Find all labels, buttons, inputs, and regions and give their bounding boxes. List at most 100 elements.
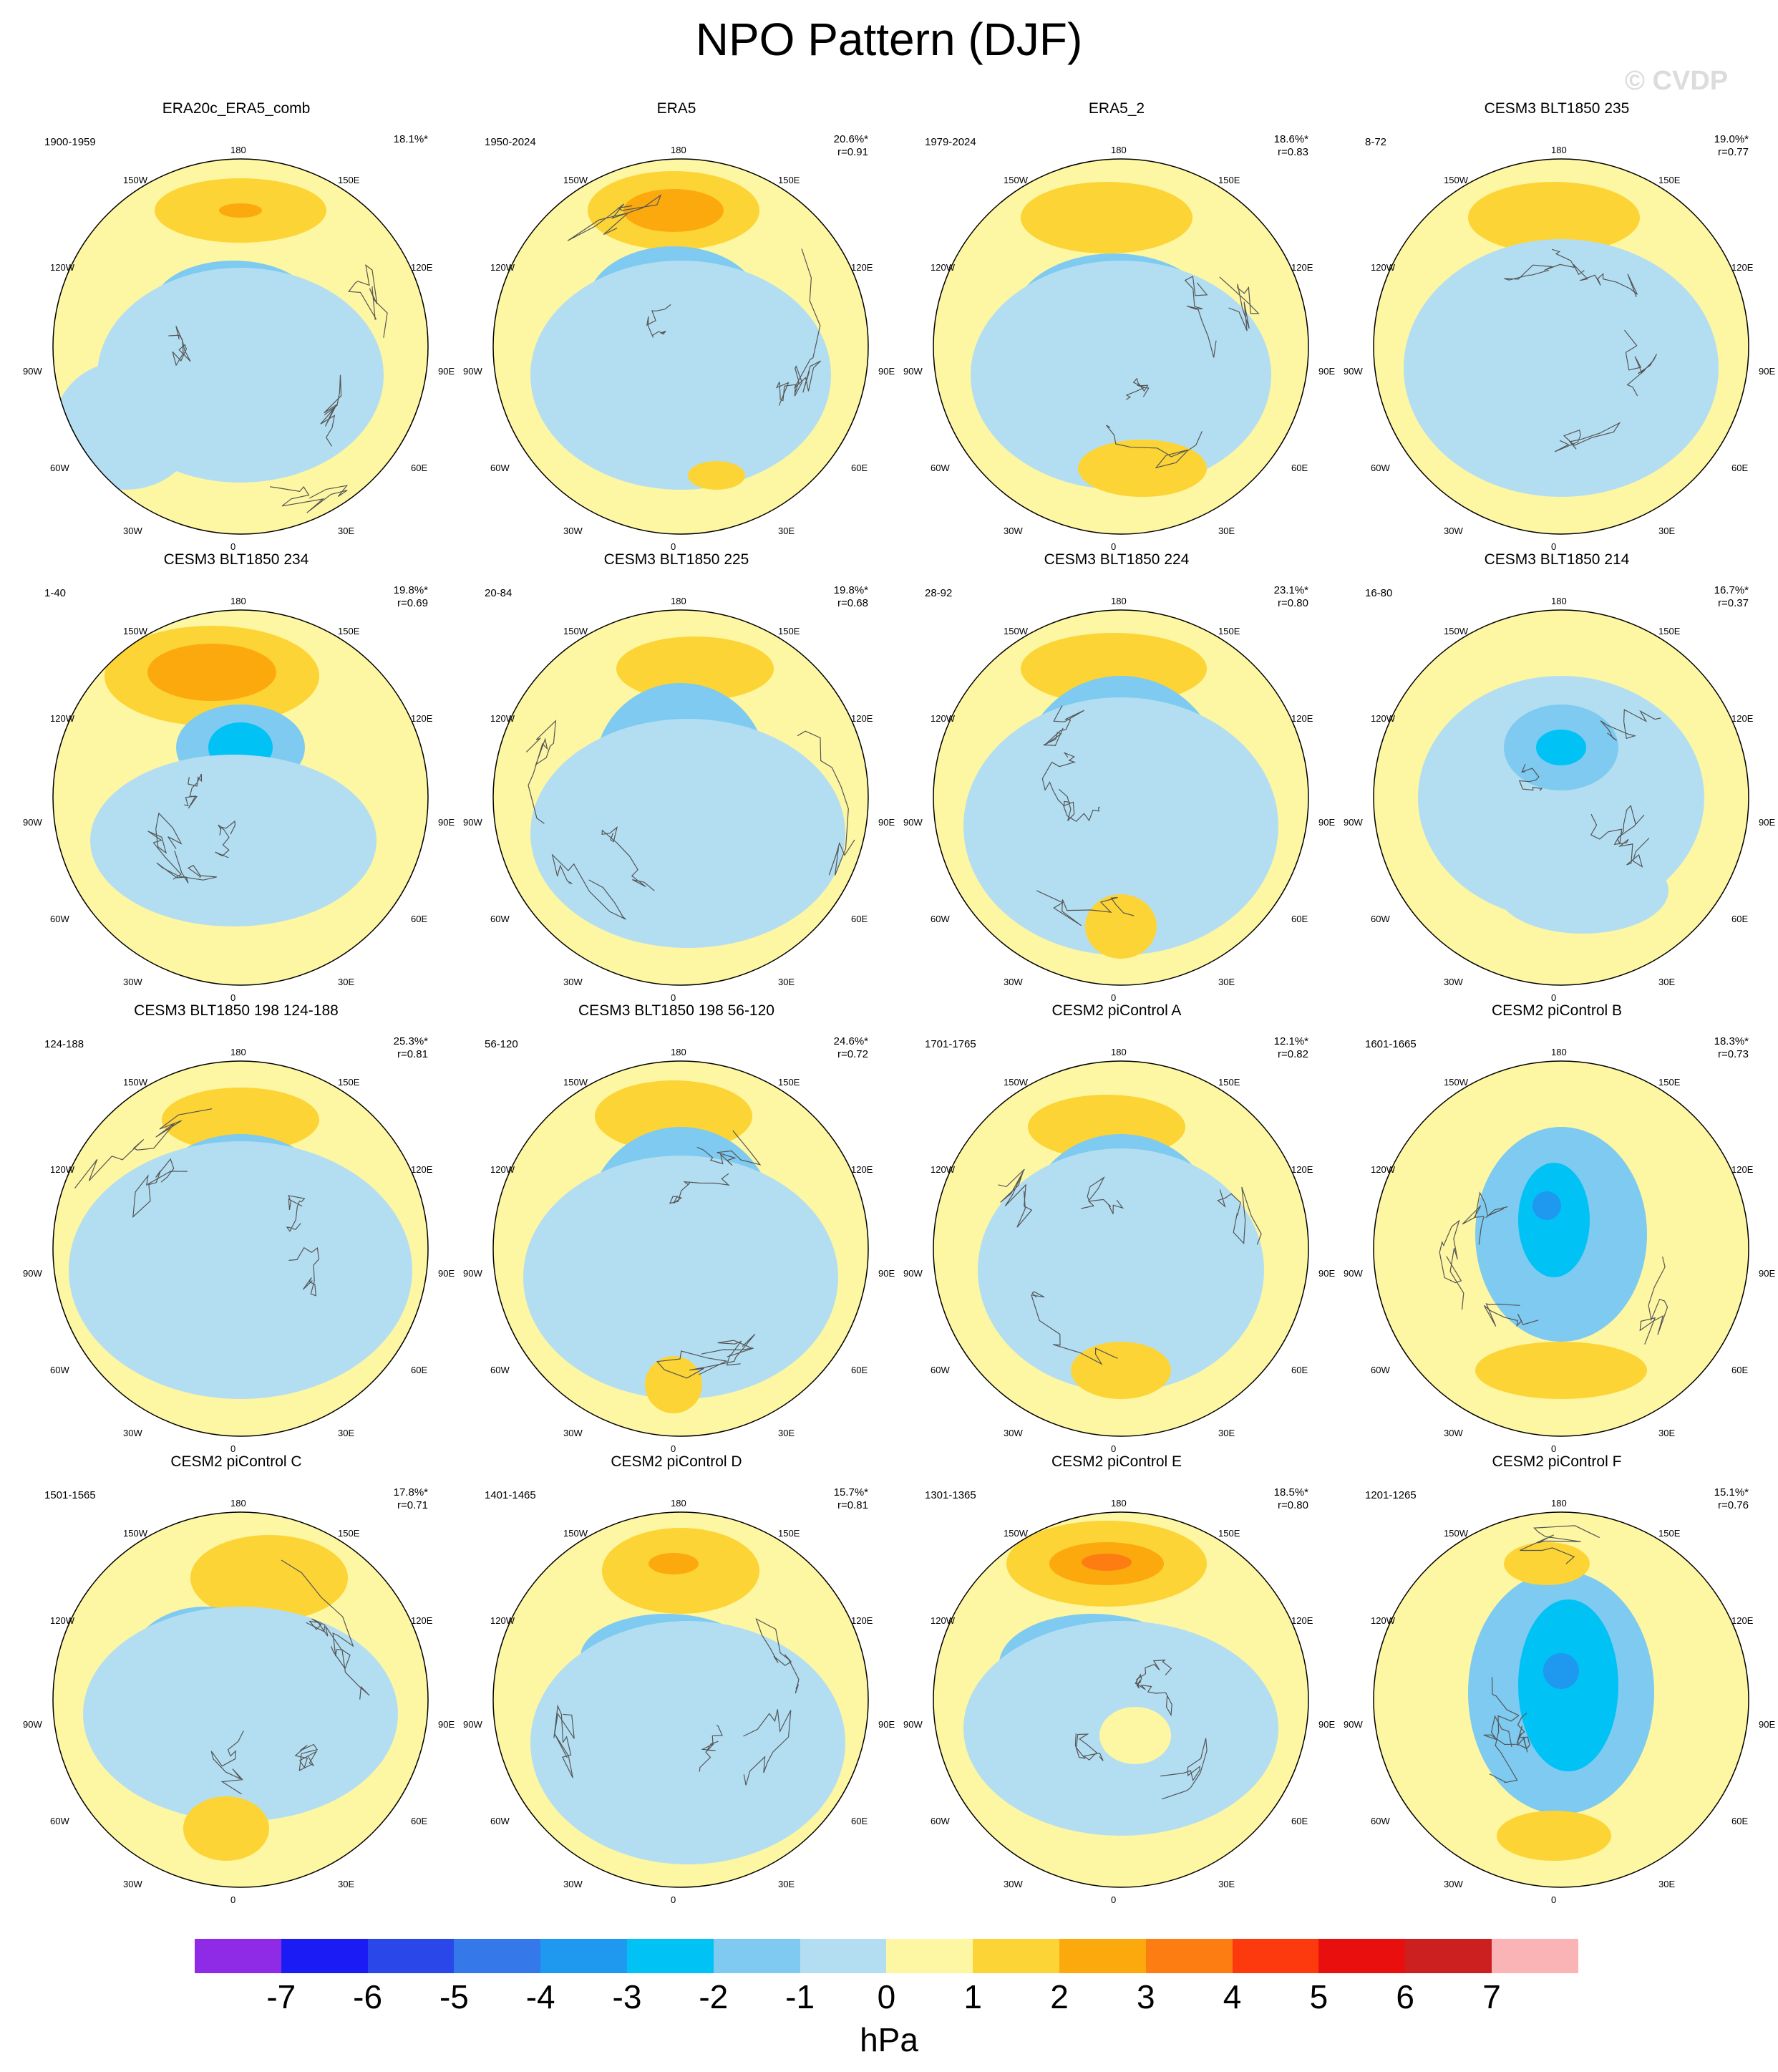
colorbar-tick-label: 1 [963,1978,982,2015]
longitude-label: 30W [123,526,142,536]
longitude-label: 30E [778,977,795,987]
explained-variance: 18.5%* [1273,1486,1308,1499]
colorbar-swatch [713,1939,800,1973]
panel-variance-stats: 17.8%* r=0.71 [394,1486,428,1512]
longitude-label: 120E [1731,1615,1754,1626]
coastlines [1036,705,1135,926]
colorbar-tick-label: 0 [877,1978,896,2015]
anomaly-contour [162,1088,319,1152]
longitude-label: 30E [1658,977,1676,987]
pattern-correlation: r=0.91 [837,146,868,158]
longitude-label: 150W [1444,626,1468,636]
panel-variance-stats: 19.8%* r=0.69 [394,584,428,610]
pattern-correlation: r=0.73 [1718,1048,1749,1060]
explained-variance: 12.1%* [1273,1035,1308,1047]
polar-map [933,1060,1309,1437]
longitude-label: 150W [123,1528,147,1539]
longitude-label: 30W [563,526,583,536]
longitude-label: 180 [1551,1498,1567,1509]
colorbar-tick-label: -4 [525,1978,555,2015]
panel-title: ERA20c_ERA5_comb [162,100,311,117]
anomaly-contour [1468,182,1640,253]
longitude-label: 0 [1551,992,1557,1003]
panel-period: 1701-1765 [925,1038,976,1050]
longitude-label: 60E [411,1816,428,1826]
map-border [52,1060,429,1437]
longitude-label: 90W [23,366,42,377]
map-panel: CESM3 BLT1850 235 8-72 19.0%* r=0.77 180 150W… [1335,100,1778,552]
coastlines [1483,1525,1600,1783]
colorbar [195,1939,1578,1973]
longitude-label: 150W [563,175,588,185]
coastlines [998,1168,1262,1365]
anomaly-contour [90,755,377,926]
map-border [1373,609,1749,986]
longitude-label: 30E [1218,526,1235,536]
colorbar-swatch [367,1939,455,1973]
map-border [933,609,1309,986]
longitude-label: 120E [411,1615,433,1626]
longitude-label: 60E [411,463,428,473]
anomaly-contour [1404,239,1719,497]
anomaly-contour [530,719,845,948]
longitude-label: 90W [23,817,42,828]
pattern-correlation: r=0.76 [1718,1499,1749,1511]
longitude-label: 0 [230,541,236,552]
panel-variance-stats: 15.7%* r=0.81 [834,1486,868,1512]
explained-variance: 20.6%* [833,133,868,145]
figure-title: NPO Pattern (DJF) [695,14,1083,65]
longitude-label: 180 [230,145,246,155]
panel-period: 1201-1265 [1365,1489,1417,1501]
explained-variance: 17.8%* [393,1486,428,1499]
longitude-label: 180 [1551,145,1567,155]
panel-variance-stats: 20.6%* r=0.91 [834,133,868,159]
panel-variance-stats: 19.0%* r=0.77 [1714,133,1749,159]
longitude-label: 150W [563,1077,588,1088]
longitude-label: 60W [490,463,510,473]
longitude-label: 90W [463,1268,482,1279]
coastlines [210,1559,370,1795]
longitude-label: 90E [878,1719,895,1730]
colorbar-tick-label: 6 [1396,1978,1414,2015]
longitude-label: 0 [1111,1894,1117,1905]
longitude-label: 120W [1371,262,1395,273]
anomaly-contour [1099,1707,1171,1764]
longitude-label: 0 [1111,1443,1117,1454]
longitude-label: 150W [563,626,588,636]
panel-period: 20-84 [485,587,512,599]
longitude-label: 150W [1004,1528,1028,1539]
longitude-label: 90E [438,1268,455,1279]
longitude-label: 60W [490,914,510,924]
longitude-label: 120E [1731,1164,1754,1175]
map-panel: CESM2 piControl B 1601-1665 18.3%* r=0.73 18… [1335,1002,1778,1454]
pattern-correlation: r=0.69 [397,597,428,609]
longitude-label: 180 [230,596,246,606]
panel-period: 16-80 [1365,587,1393,599]
colorbar-labels: -7 -6 -5 -4 -3 -2 -1 0 1 2 3 4 5 6 7 [0,1977,1778,2020]
panel-period: 1301-1365 [925,1489,976,1501]
longitude-label: 0 [1551,1894,1557,1905]
longitude-label: 120E [1291,1615,1313,1626]
panel-title: CESM2 piControl C [170,1453,302,1470]
polar-map [52,1060,429,1437]
longitude-label: 30W [563,977,583,987]
map-panel: CESM2 piControl F 1201-1265 15.1%* r=0.76 18… [1335,1453,1778,1905]
map-panel: CESM3 BLT1850 234 1-40 19.8%* r=0.69 180 150W… [14,551,458,1003]
longitude-label: 60E [1291,1365,1308,1375]
longitude-label: 60W [1371,463,1390,473]
longitude-label: 30W [563,1879,583,1889]
explained-variance: 25.3%* [393,1035,428,1047]
longitude-label: 60E [851,914,868,924]
explained-variance: 23.1%* [1273,584,1308,596]
longitude-label: 150E [1218,1077,1240,1088]
longitude-label: 120E [1731,262,1754,273]
polar-map [492,609,869,986]
coastlines [1439,1191,1668,1345]
longitude-label: 150E [778,1077,800,1088]
map-panel: ERA20c_ERA5_comb 1900-1959 18.1%* 180 150W 15… [14,100,458,552]
polar-map [933,158,1309,535]
polar-map [52,609,429,986]
colorbar-swatch [540,1939,627,1973]
longitude-label: 0 [230,1443,236,1454]
pattern-correlation: r=0.80 [1278,1499,1308,1511]
